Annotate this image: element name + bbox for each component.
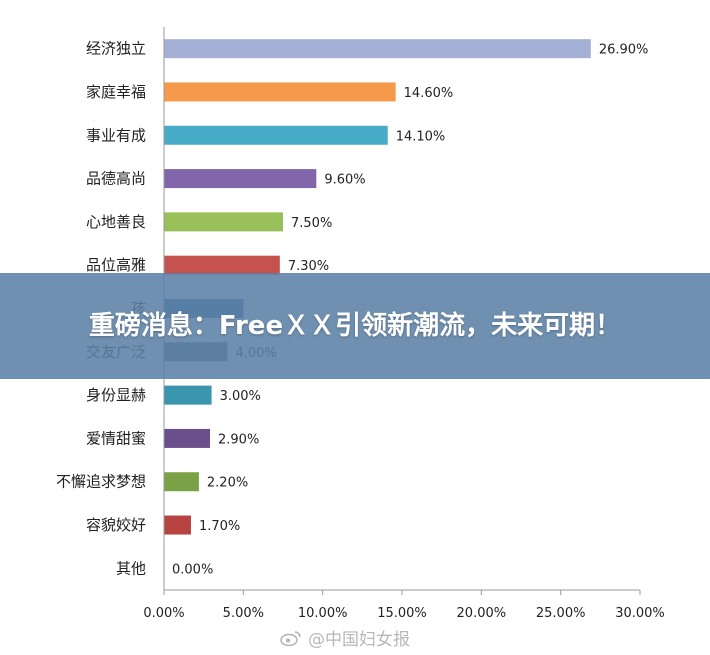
category-label: 其他 (116, 559, 146, 577)
bar-1 (164, 82, 396, 102)
category-label: 不懈追求梦想 (56, 473, 146, 491)
watermark: @中国妇女报 (280, 625, 410, 650)
bar-5 (164, 255, 280, 275)
bar-0 (164, 39, 591, 59)
bar-8 (164, 385, 212, 405)
category-label: 品位高雅 (86, 256, 146, 274)
x-tick-label: 20.00% (457, 606, 507, 621)
value-label: 7.50% (291, 216, 332, 231)
category-label: 爱情甜蜜 (86, 429, 146, 447)
x-tick-label: 5.00% (223, 606, 264, 621)
category-label: 心地善良 (86, 213, 146, 231)
category-label: 经济独立 (86, 40, 146, 58)
bar-3 (164, 169, 317, 189)
category-label: 品德高尚 (86, 170, 146, 188)
x-tick-label: 30.00% (615, 606, 665, 621)
bar-10 (164, 472, 199, 492)
value-label: 14.60% (404, 86, 454, 101)
value-label: 1.70% (199, 519, 240, 534)
value-label: 7.30% (288, 259, 329, 274)
bar-9 (164, 428, 211, 448)
value-label: 2.90% (218, 432, 259, 447)
bar-2 (164, 125, 388, 145)
bar-11 (164, 515, 191, 535)
headline-text: 重磅消息：FreeＸＸ引领新潮流，未来可期！ (88, 311, 622, 341)
x-tick-label: 15.00% (377, 606, 427, 621)
headline-banner: 重磅消息：FreeＸＸ引领新潮流，未来可期！ (0, 273, 710, 379)
x-tick-label: 25.00% (536, 606, 586, 621)
x-tick-label: 0.00% (143, 606, 184, 621)
value-label: 9.60% (324, 173, 365, 188)
value-label: 26.90% (599, 43, 649, 58)
value-label: 3.00% (220, 389, 261, 404)
watermark-text: @中国妇女报 (308, 630, 410, 650)
category-label: 事业有成 (86, 126, 146, 144)
category-label: 家庭幸福 (86, 83, 146, 101)
x-tick-label: 10.00% (298, 606, 348, 621)
bar-4 (164, 212, 283, 232)
value-label: 2.20% (207, 476, 248, 491)
category-label: 容貌姣好 (86, 516, 146, 534)
x-ticks-layer: 0.00% 5.00% 10.00% 15.00% 20.00% 25.00% 30.00% (143, 590, 665, 621)
category-label: 身份显赫 (86, 386, 146, 404)
value-label: 14.10% (396, 129, 446, 144)
weibo-icon (280, 630, 301, 646)
value-label: 0.00% (172, 562, 213, 577)
